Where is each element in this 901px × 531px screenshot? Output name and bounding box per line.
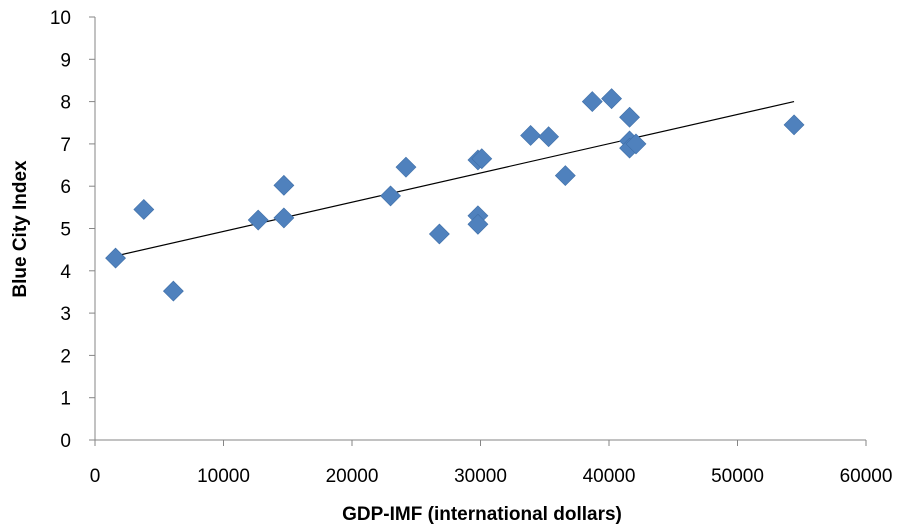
y-axis: 0 1 2 3 4 5 6 7 8 9 10 (50, 8, 96, 452)
y-tick-label: 6 (60, 177, 71, 198)
data-point (162, 280, 184, 302)
y-tick-label: 9 (60, 50, 71, 71)
data-point (538, 126, 560, 148)
trendline (115, 101, 795, 257)
data-point (380, 185, 401, 207)
x-tick-label: 50000 (711, 466, 764, 487)
x-tick-label: 60000 (840, 466, 893, 487)
data-point (273, 207, 295, 229)
y-tick-label: 4 (60, 262, 71, 283)
x-axis: 0 10000 20000 30000 40000 50000 60000 (90, 439, 893, 487)
data-point (783, 114, 805, 136)
data-point (471, 148, 493, 170)
data-point (247, 209, 269, 231)
y-tick-label: 10 (50, 8, 71, 29)
x-tick-label: 20000 (326, 466, 379, 487)
data-point (105, 247, 126, 269)
data-points (105, 88, 805, 302)
x-tick-label: 10000 (197, 466, 250, 487)
y-tick-label: 2 (60, 346, 71, 367)
data-point (619, 106, 640, 128)
y-tick-label: 1 (60, 389, 71, 410)
y-tick-label: 7 (60, 135, 71, 156)
y-tick-label: 0 (60, 431, 71, 452)
y-tick-label: 5 (60, 220, 71, 241)
y-axis-title: Blue City Index (10, 160, 31, 298)
data-point (520, 125, 542, 146)
data-point (428, 223, 450, 245)
data-point (601, 88, 622, 110)
data-point (581, 91, 603, 113)
x-tick-label: 40000 (583, 466, 636, 487)
data-point (467, 213, 489, 235)
data-point (133, 199, 155, 220)
data-point (273, 174, 295, 196)
x-tick-label: 0 (90, 466, 101, 487)
data-point (554, 165, 576, 187)
trendline-group (115, 101, 795, 257)
y-tick-label: 3 (60, 304, 71, 325)
x-axis-title: GDP-IMF (international dollars) (342, 504, 622, 525)
y-tick-label: 8 (60, 93, 71, 114)
data-point (395, 156, 417, 178)
x-tick-label: 30000 (454, 466, 507, 487)
data-point (625, 133, 647, 155)
